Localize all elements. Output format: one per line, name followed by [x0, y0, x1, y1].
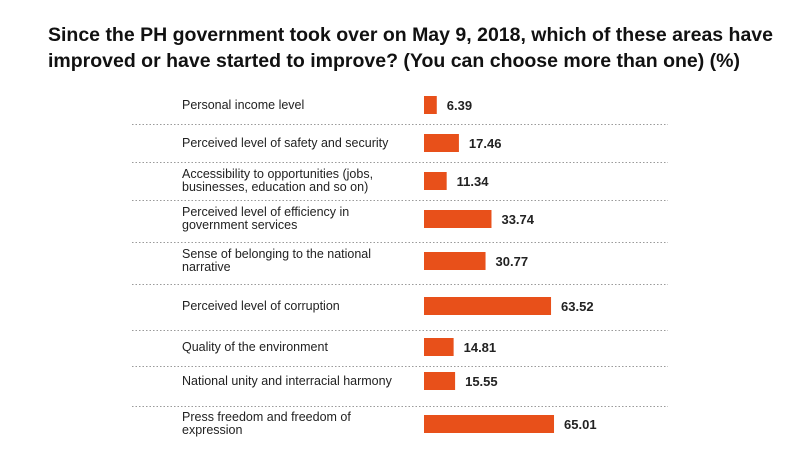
category-label: Accessibility to opportunities (jobs, bus… [182, 167, 373, 194]
category-label-line: Sense of belonging to the national [182, 247, 371, 261]
category-label-line: National unity and interracial harmony [182, 374, 393, 388]
category-label-line: Accessibility to opportunities (jobs, [182, 167, 373, 181]
category-label-line: businesses, education and so on) [182, 180, 368, 194]
value-label: 33.74 [501, 212, 534, 227]
bar [424, 172, 447, 190]
category-label-line: narrative [182, 260, 231, 274]
category-label-line: Personal income level [182, 98, 304, 112]
category-label: Perceived level of efficiency in governme… [182, 205, 349, 232]
chart-title: Since the PH government took over on May… [48, 22, 788, 74]
category-label: National unity and interracial harmony [182, 374, 393, 388]
chart-title-line-2: improved or have started to improve? (Yo… [48, 50, 741, 72]
category-label-line: Perceived level of safety and security [182, 136, 389, 150]
category-label: Press freedom and freedom of expression [182, 410, 351, 437]
category-label-line: Perceived level of corruption [182, 299, 340, 313]
category-label-line: Quality of the environment [182, 340, 328, 354]
value-label: 6.39 [447, 98, 472, 113]
bar [424, 252, 486, 270]
category-label-line: Press freedom and freedom of [182, 410, 351, 424]
bar [424, 210, 492, 228]
category-label: Quality of the environment [182, 340, 328, 354]
value-label: 17.46 [469, 136, 502, 151]
bar [424, 372, 456, 390]
value-label: 14.81 [464, 340, 497, 355]
value-label: 15.55 [465, 374, 498, 389]
bar [424, 96, 437, 114]
bar [424, 415, 555, 433]
category-label-line: government services [182, 218, 297, 232]
value-label: 63.52 [561, 299, 594, 314]
bar [424, 297, 552, 315]
value-label: 65.01 [564, 417, 597, 432]
bar [424, 338, 454, 356]
chart-title-line-1: Since the PH government took over on May… [48, 24, 773, 46]
category-label-line: Perceived level of efficiency in [182, 205, 349, 219]
category-label: Personal income level [182, 98, 304, 112]
category-label: Perceived level of corruption [182, 299, 340, 313]
category-label: Sense of belonging to the national narrat… [182, 247, 371, 274]
value-label: 11.34 [457, 174, 490, 189]
value-label: 30.77 [496, 254, 529, 269]
category-label: Perceived level of safety and security [182, 136, 389, 150]
bar [424, 134, 459, 152]
category-label-line: expression [182, 423, 242, 437]
